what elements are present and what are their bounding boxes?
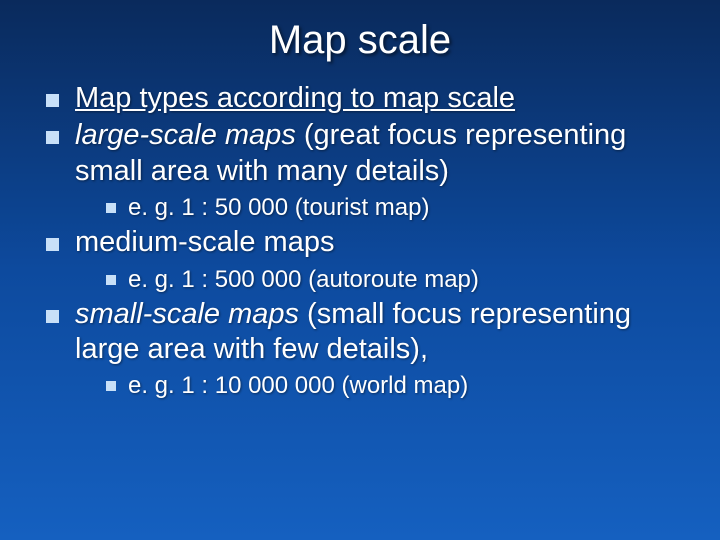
- square-bullet-icon: [46, 238, 59, 251]
- bullet-text: medium-scale maps: [75, 225, 682, 260]
- list-item: large-scale maps (great focus representi…: [46, 118, 682, 189]
- square-bullet-icon: [46, 131, 59, 144]
- bullet-text: e. g. 1 : 10 000 000 (world map): [128, 371, 682, 401]
- slide: Map scale Map types according to map sca…: [0, 0, 720, 540]
- slide-title: Map scale: [38, 18, 682, 63]
- square-bullet-icon: [106, 275, 116, 285]
- list-item: medium-scale maps: [46, 225, 682, 260]
- bullet-text: large-scale maps (great focus representi…: [75, 118, 682, 189]
- text-run-italic: large-scale maps: [75, 119, 296, 151]
- square-bullet-icon: [106, 203, 116, 213]
- list-item: small-scale maps (small focus representi…: [46, 297, 682, 368]
- bullet-text: e. g. 1 : 500 000 (autoroute map): [128, 265, 682, 295]
- list-item: Map types according to map scale: [46, 81, 682, 116]
- square-bullet-icon: [46, 310, 59, 323]
- list-item: e. g. 1 : 50 000 (tourist map): [106, 193, 682, 223]
- bullet-text: small-scale maps (small focus representi…: [75, 297, 682, 368]
- list-item: e. g. 1 : 500 000 (autoroute map): [106, 265, 682, 295]
- slide-content: Map types according to map scale large-s…: [38, 81, 682, 401]
- bullet-text: e. g. 1 : 50 000 (tourist map): [128, 193, 682, 223]
- text-run-italic: small-scale maps: [75, 298, 299, 330]
- square-bullet-icon: [46, 94, 59, 107]
- bullet-text: Map types according to map scale: [75, 81, 682, 116]
- list-item: e. g. 1 : 10 000 000 (world map): [106, 371, 682, 401]
- square-bullet-icon: [106, 381, 116, 391]
